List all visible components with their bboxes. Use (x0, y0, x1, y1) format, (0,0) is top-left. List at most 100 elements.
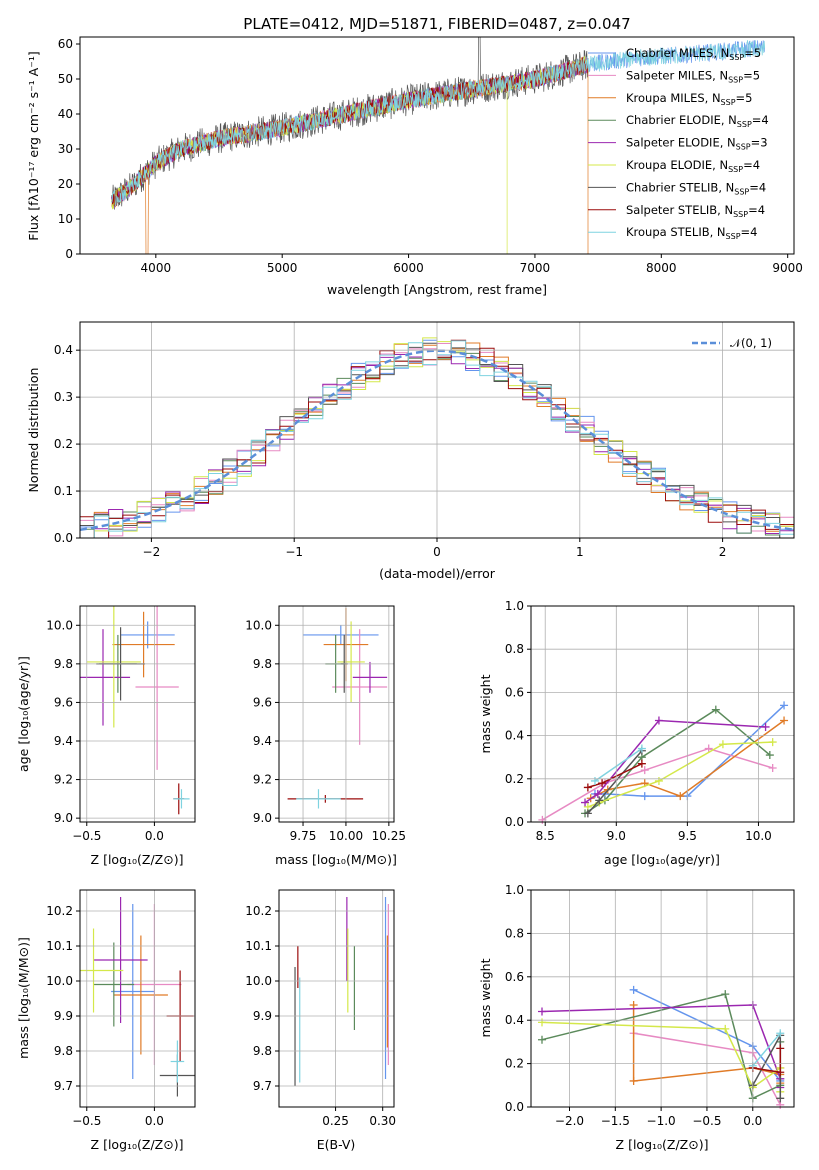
residuals-ytick-label: 0.3 (54, 390, 73, 404)
weight-vs-age-marker-4 (581, 798, 590, 807)
residuals-ytick-label: 0.1 (54, 484, 73, 498)
residuals-xtick-label: 2 (719, 545, 727, 559)
weight-vs-age-ytick-label: 0.2 (505, 772, 524, 786)
weight-vs-age-marker-2 (676, 792, 685, 801)
spectrum-series-7 (111, 56, 589, 207)
normal-legend-label: 𝒩(0, 1) (730, 336, 772, 350)
mass-vs-Z-panel: −0.5 0.0 9.7 9.8 9.9 10.0 10.1 10.2 Z [log₁₀(Z/… (16, 889, 196, 1152)
weight-vs-age-marker-3 (711, 705, 720, 714)
age-vs-Z-xtick-label: 0.0 (145, 829, 164, 843)
age-vs-Z-ytick-label: 9.2 (54, 773, 73, 787)
residuals-ytick-label: 0.2 (54, 437, 73, 451)
mass-vs-ebv-bars (294, 897, 389, 1086)
mass-vs-ebv-ytick-label: 10.2 (245, 904, 272, 918)
legend-count: =4 (741, 225, 758, 239)
weight-vs-age-marker-3 (765, 751, 774, 760)
mass-vs-ebv-ytick-label: 9.7 (253, 1079, 272, 1093)
weight-vs-age-marker-8 (637, 744, 646, 753)
legend-label-1: Salpeter MILES, NSSP=5 (626, 68, 760, 84)
weight-vs-Z-xtick-label: 0.0 (743, 1114, 762, 1128)
spectrum-xtick-label: 4000 (141, 261, 172, 275)
weight-vs-Z-marker-8 (776, 1029, 785, 1038)
weight-vs-age-marker-6 (583, 809, 592, 818)
legend-label-7: Salpeter STELIB, NSSP=4 (626, 203, 765, 219)
weight-vs-age-marker-4 (761, 722, 770, 731)
mass-vs-Z-bars (80, 897, 195, 1097)
age-vs-Z-panel: −0.5 0.0 9.0 9.2 9.4 9.6 9.8 10.0 Z [log₁₀(Z/Z⊙… (16, 605, 196, 867)
weight-vs-age-ylabel: mass weight (478, 674, 493, 753)
weight-vs-age-series-0 (595, 704, 785, 797)
weight-vs-age-marker-0 (640, 792, 649, 801)
mass-vs-ebv-ytick-label: 9.8 (253, 1044, 272, 1058)
legend-count: =4 (743, 158, 760, 172)
age-vs-mass-bars (287, 607, 388, 809)
mass-vs-ebv-ytick-label: 10.1 (245, 939, 272, 953)
weight-vs-Z-ytick-label: 1.0 (505, 883, 524, 897)
age-vs-Z-ytick-label: 10.0 (46, 618, 73, 632)
weight-vs-age-marker-5 (768, 738, 777, 747)
spectrum-lines (111, 37, 766, 254)
spectrum-xtick-label: 7000 (520, 261, 551, 275)
residuals-xtick-label: −1 (285, 545, 303, 559)
spectrum-ylabel: Flux [fλ10⁻¹⁷ erg cm⁻² s⁻¹ A⁻¹] (26, 51, 41, 240)
age-vs-Z-ytick-label: 9.8 (54, 657, 73, 671)
mass-vs-Z-ylabel: mass [log₁₀(M/M⊙)] (16, 937, 31, 1059)
residuals-xtick-label: −2 (143, 545, 161, 559)
weight-vs-age-marker-5 (654, 776, 663, 785)
weight-vs-age-axes-frame (530, 605, 795, 823)
weight-vs-age-xtick-label: 9.5 (678, 829, 697, 843)
weight-vs-age-marker-4 (593, 789, 602, 798)
mass-vs-Z-xlabel: Z [log₁₀(Z/Z⊙)] (91, 1137, 184, 1152)
weight-vs-Z-ytick-label: 0.6 (505, 970, 524, 984)
weight-vs-Z-series-8 (752, 1032, 781, 1067)
legend-count: =4 (749, 180, 766, 194)
spectrum-legend: Chabrier MILES, NSSP=5 Salpeter MILES, NS… (588, 46, 769, 241)
legend-label-0: Chabrier MILES, NSSP=5 (626, 46, 761, 62)
legend-subscript: SSP (728, 75, 743, 84)
spectrum-series-8 (111, 40, 766, 207)
weight-vs-age-xtick-label: 8.5 (536, 829, 555, 843)
mass-vs-ebv-xlabel: E(B-V) (317, 1137, 356, 1152)
mass-vs-ebv-panel: 0.25 0.30 9.7 9.8 9.9 10.0 10.1 10.2 E(B-V) (245, 889, 396, 1152)
weight-vs-Z-xtick-label: −2.0 (555, 1114, 584, 1128)
age-vs-mass-xlabel: mass [log₁₀(M/M⊙)] (275, 852, 397, 867)
residuals-ytick-label: 0.4 (54, 343, 73, 357)
age-vs-Z-xtick-label: −0.5 (72, 829, 101, 843)
weight-vs-Z-marker-5 (537, 1018, 546, 1027)
weight-vs-age-ytick-label: 0.6 (505, 685, 524, 699)
weight-vs-age-xlabel: age [log₁₀(age/yr)] (604, 852, 720, 867)
spectrum-axes-frame (79, 36, 795, 255)
residuals-panel: −2 −1 0 1 2 0.0 0.1 0.2 0.3 0.4 (data-model)/erro… (26, 321, 795, 581)
mass-vs-Z-ytick-label: 10.0 (46, 974, 73, 988)
weight-vs-Z-marker-3 (537, 1035, 546, 1044)
weight-vs-Z-ytick-label: 0.8 (505, 926, 524, 940)
weight-vs-age-panel: 8.5 9.0 9.5 10.0 0.0 0.2 0.4 0.6 0.8 1.0 age [log… (478, 599, 795, 867)
spectrum-xtick-label: 6000 (393, 261, 424, 275)
mass-vs-ebv-ytick-label: 9.9 (253, 1009, 272, 1023)
mass-vs-Z-xtick-label: −0.5 (72, 1114, 101, 1128)
legend-count: =5 (743, 68, 760, 82)
spectrum-ytick-label: 50 (58, 72, 73, 86)
mass-vs-ebv-xtick-label: 0.25 (322, 1114, 349, 1128)
spectrum-title: PLATE=0412, MJD=51871, FIBERID=0487, z=0… (243, 15, 630, 33)
legend-subscript: SSP (736, 143, 751, 152)
legend-count: =5 (744, 46, 761, 60)
weight-vs-age-marker-6 (595, 796, 604, 805)
spectrum-panel: PLATE=0412, MJD=51871, FIBERID=0487, z=0… (26, 15, 803, 297)
spectrum-ytick-label: 30 (58, 142, 73, 156)
weight-vs-Z-ytick-label: 0.4 (505, 1013, 524, 1027)
weight-vs-age-marker-4 (654, 716, 663, 725)
weight-vs-age-ytick-label: 0.4 (505, 729, 524, 743)
weight-vs-age-marker-7 (637, 759, 646, 768)
age-vs-mass-xtick-label: 9.75 (290, 829, 317, 843)
age-vs-Z-ytick-label: 9.0 (54, 811, 73, 825)
spectrum-series-6 (111, 37, 589, 210)
residuals-ylabel: Normed distribution (26, 368, 41, 493)
residuals-xtick-label: 1 (576, 545, 584, 559)
mass-vs-ebv-xtick-label: 0.30 (369, 1114, 396, 1128)
weight-vs-Z-marker-0 (629, 985, 638, 994)
weight-vs-Z-marker-5 (721, 1024, 730, 1033)
legend-subscript: SSP (726, 232, 741, 241)
age-vs-mass-xtick-label: 10.00 (329, 829, 363, 843)
